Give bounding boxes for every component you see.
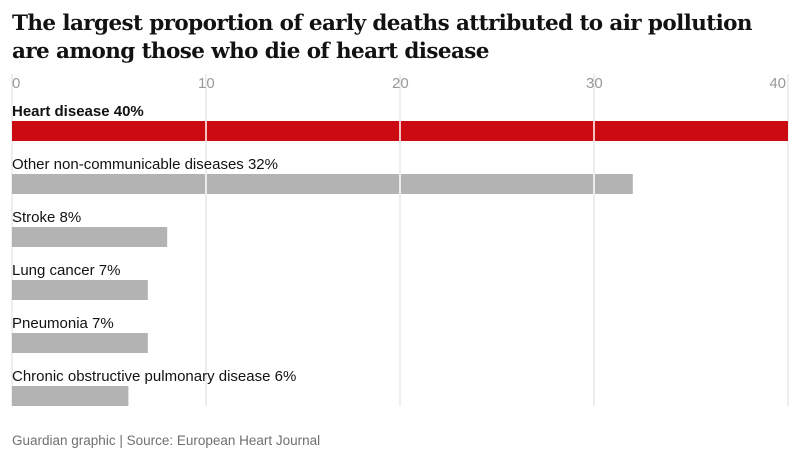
bar-chart: 0 10 20 30 40 Heart disease 40% Other non-comm…	[11, 74, 789, 406]
chart-title: The largest proportion of early deaths a…	[12, 11, 753, 64]
category-label: Stroke 8%	[12, 209, 81, 226]
category-label: Pneumonia 7%	[12, 315, 114, 332]
category-label: Other non-communicable diseases 32%	[12, 156, 278, 173]
x-tick-label: 20	[392, 75, 409, 92]
bar	[12, 174, 633, 194]
bar	[12, 227, 168, 247]
category-label: Heart disease 40%	[12, 103, 144, 120]
x-tick-label: 40	[769, 75, 786, 92]
bar	[12, 333, 148, 353]
bar	[12, 386, 129, 406]
category-label: Lung cancer 7%	[12, 262, 120, 279]
x-tick-label: 0	[12, 75, 20, 92]
bar	[12, 280, 148, 300]
x-tick-label: 10	[198, 75, 215, 92]
category-label: Chronic obstructive pulmonary disease 6%	[12, 368, 296, 385]
source-note: Guardian graphic | Source: European Hear…	[12, 433, 321, 448]
x-tick-label: 30	[586, 75, 603, 92]
